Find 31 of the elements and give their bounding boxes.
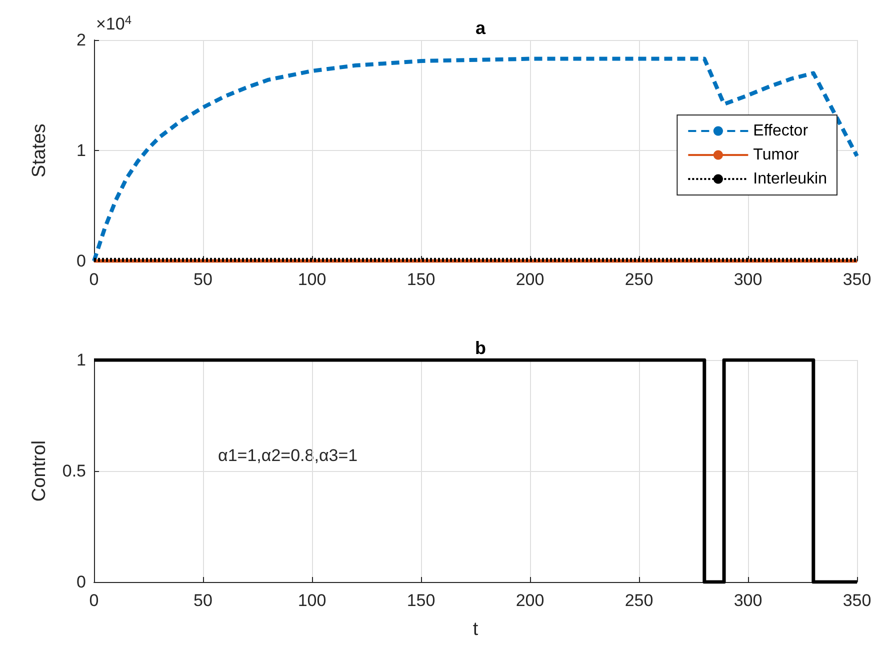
y-axis-title: States [29,124,50,178]
x-tick-label: 200 [516,591,544,610]
x-tick-label: 0 [89,270,99,289]
x-tick-label: 0 [89,591,99,610]
x-tick-label: 200 [516,270,544,289]
y-tick-label: 1 [76,350,86,370]
x-tick-label: 50 [194,270,212,289]
x-tick-label: 50 [194,591,212,610]
annotation: α1=1,α2=0.8,α3=1 [218,446,358,465]
x-tick-label: 100 [298,270,326,289]
y-tick-label: 0 [76,572,86,592]
y-axis-title: Control [29,440,50,502]
x-tick-label: 350 [842,591,872,610]
x-axis-title: t [472,619,479,640]
x-tick-label: 250 [624,591,654,610]
legend-label: Tumor [753,146,800,164]
x-tick-label: 150 [406,591,436,610]
x-tick-label: 100 [298,591,326,610]
chart-title: b [475,338,486,358]
y-tick-label: 1 [76,141,86,160]
x-tick-label: 350 [842,270,872,289]
x-tick-label: 300 [734,591,762,610]
x-tick-label: 150 [406,270,436,289]
y-tick-label: 0 [76,252,86,270]
y-tick-label: 0.5 [62,462,86,480]
x-tick-label: 300 [734,270,762,289]
legend-label: Interleukin [753,170,828,188]
chart-title: a [475,18,486,38]
x-tick-label: 250 [624,270,654,289]
y-tick-label: 2 [76,30,86,50]
legend-label: Effector [753,122,809,140]
